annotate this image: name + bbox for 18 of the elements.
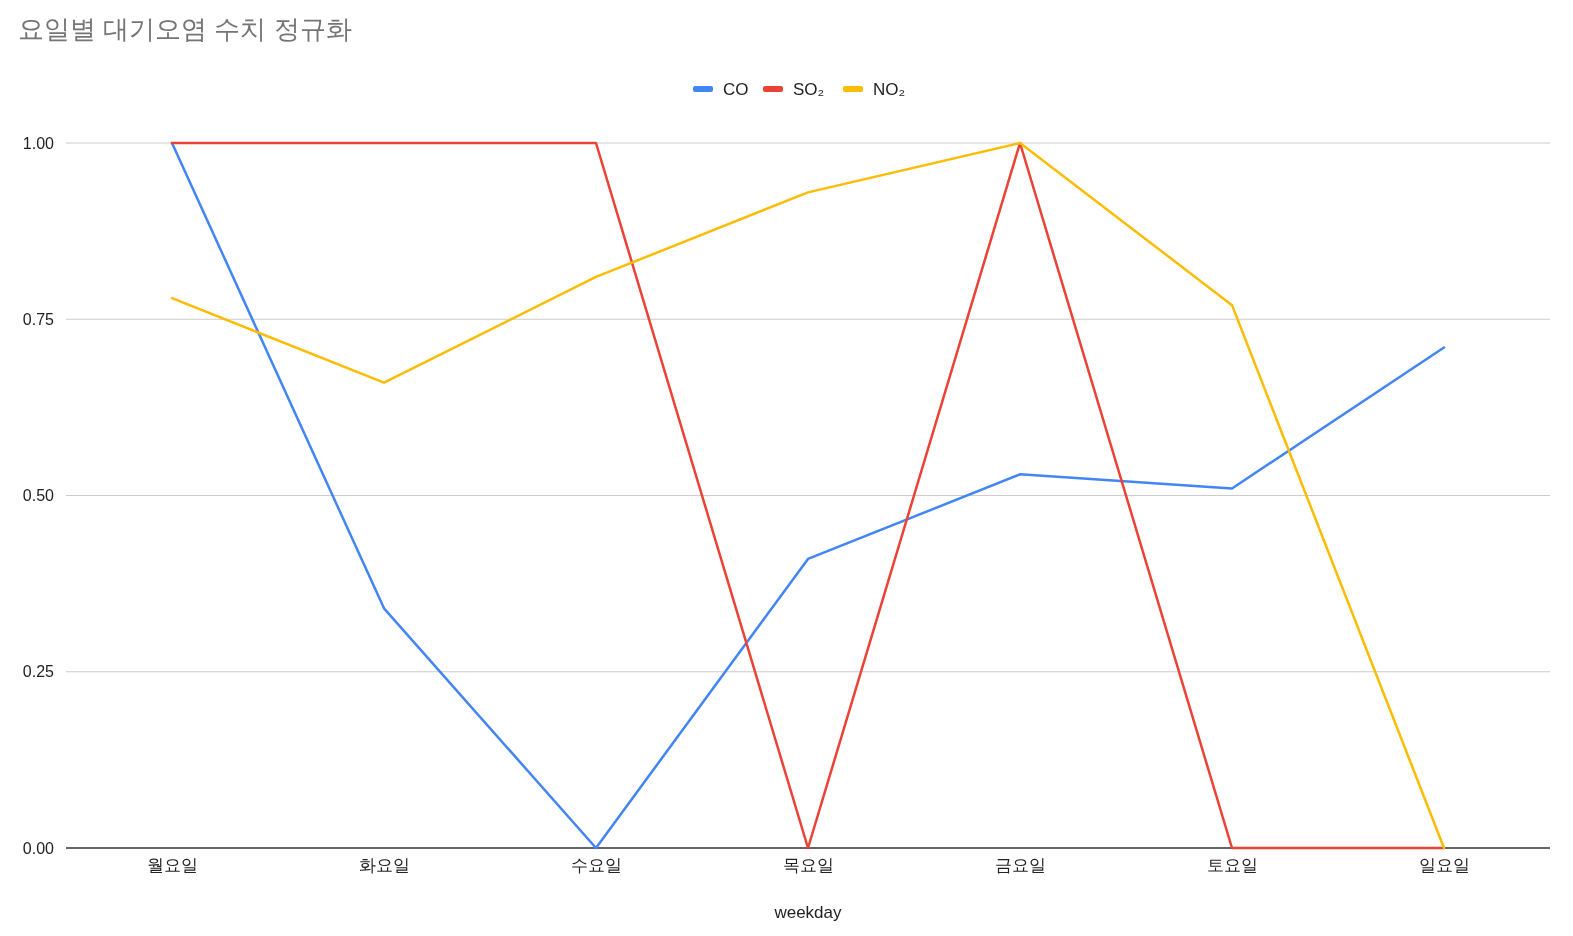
x-axis-title: weekday: [773, 903, 843, 922]
line-series: [170, 141, 1446, 850]
y-tick-label: 1.00: [22, 134, 55, 152]
chart-title: 요일별 대기오염 수치 정규화: [18, 14, 352, 44]
x-tick-label: 수요일: [570, 856, 622, 875]
y-tick-label: 0.75: [22, 310, 55, 328]
x-tick-label: 토요일: [1206, 856, 1258, 875]
legend-label: CO: [723, 80, 749, 99]
legend-label: NO₂: [873, 80, 906, 99]
legend-label: SO₂: [793, 80, 825, 99]
y-tick-label: 0.25: [22, 663, 55, 681]
x-tick-label: 일요일: [1418, 856, 1470, 875]
x-tick-label: 월요일: [146, 856, 198, 875]
x-tick-label: 금요일: [994, 856, 1046, 875]
y-tick-label: 0.00: [22, 839, 55, 857]
x-tick-label: 화요일: [358, 856, 410, 875]
y-tick-label: 0.50: [22, 487, 55, 505]
x-tick-label: 목요일: [782, 856, 834, 875]
